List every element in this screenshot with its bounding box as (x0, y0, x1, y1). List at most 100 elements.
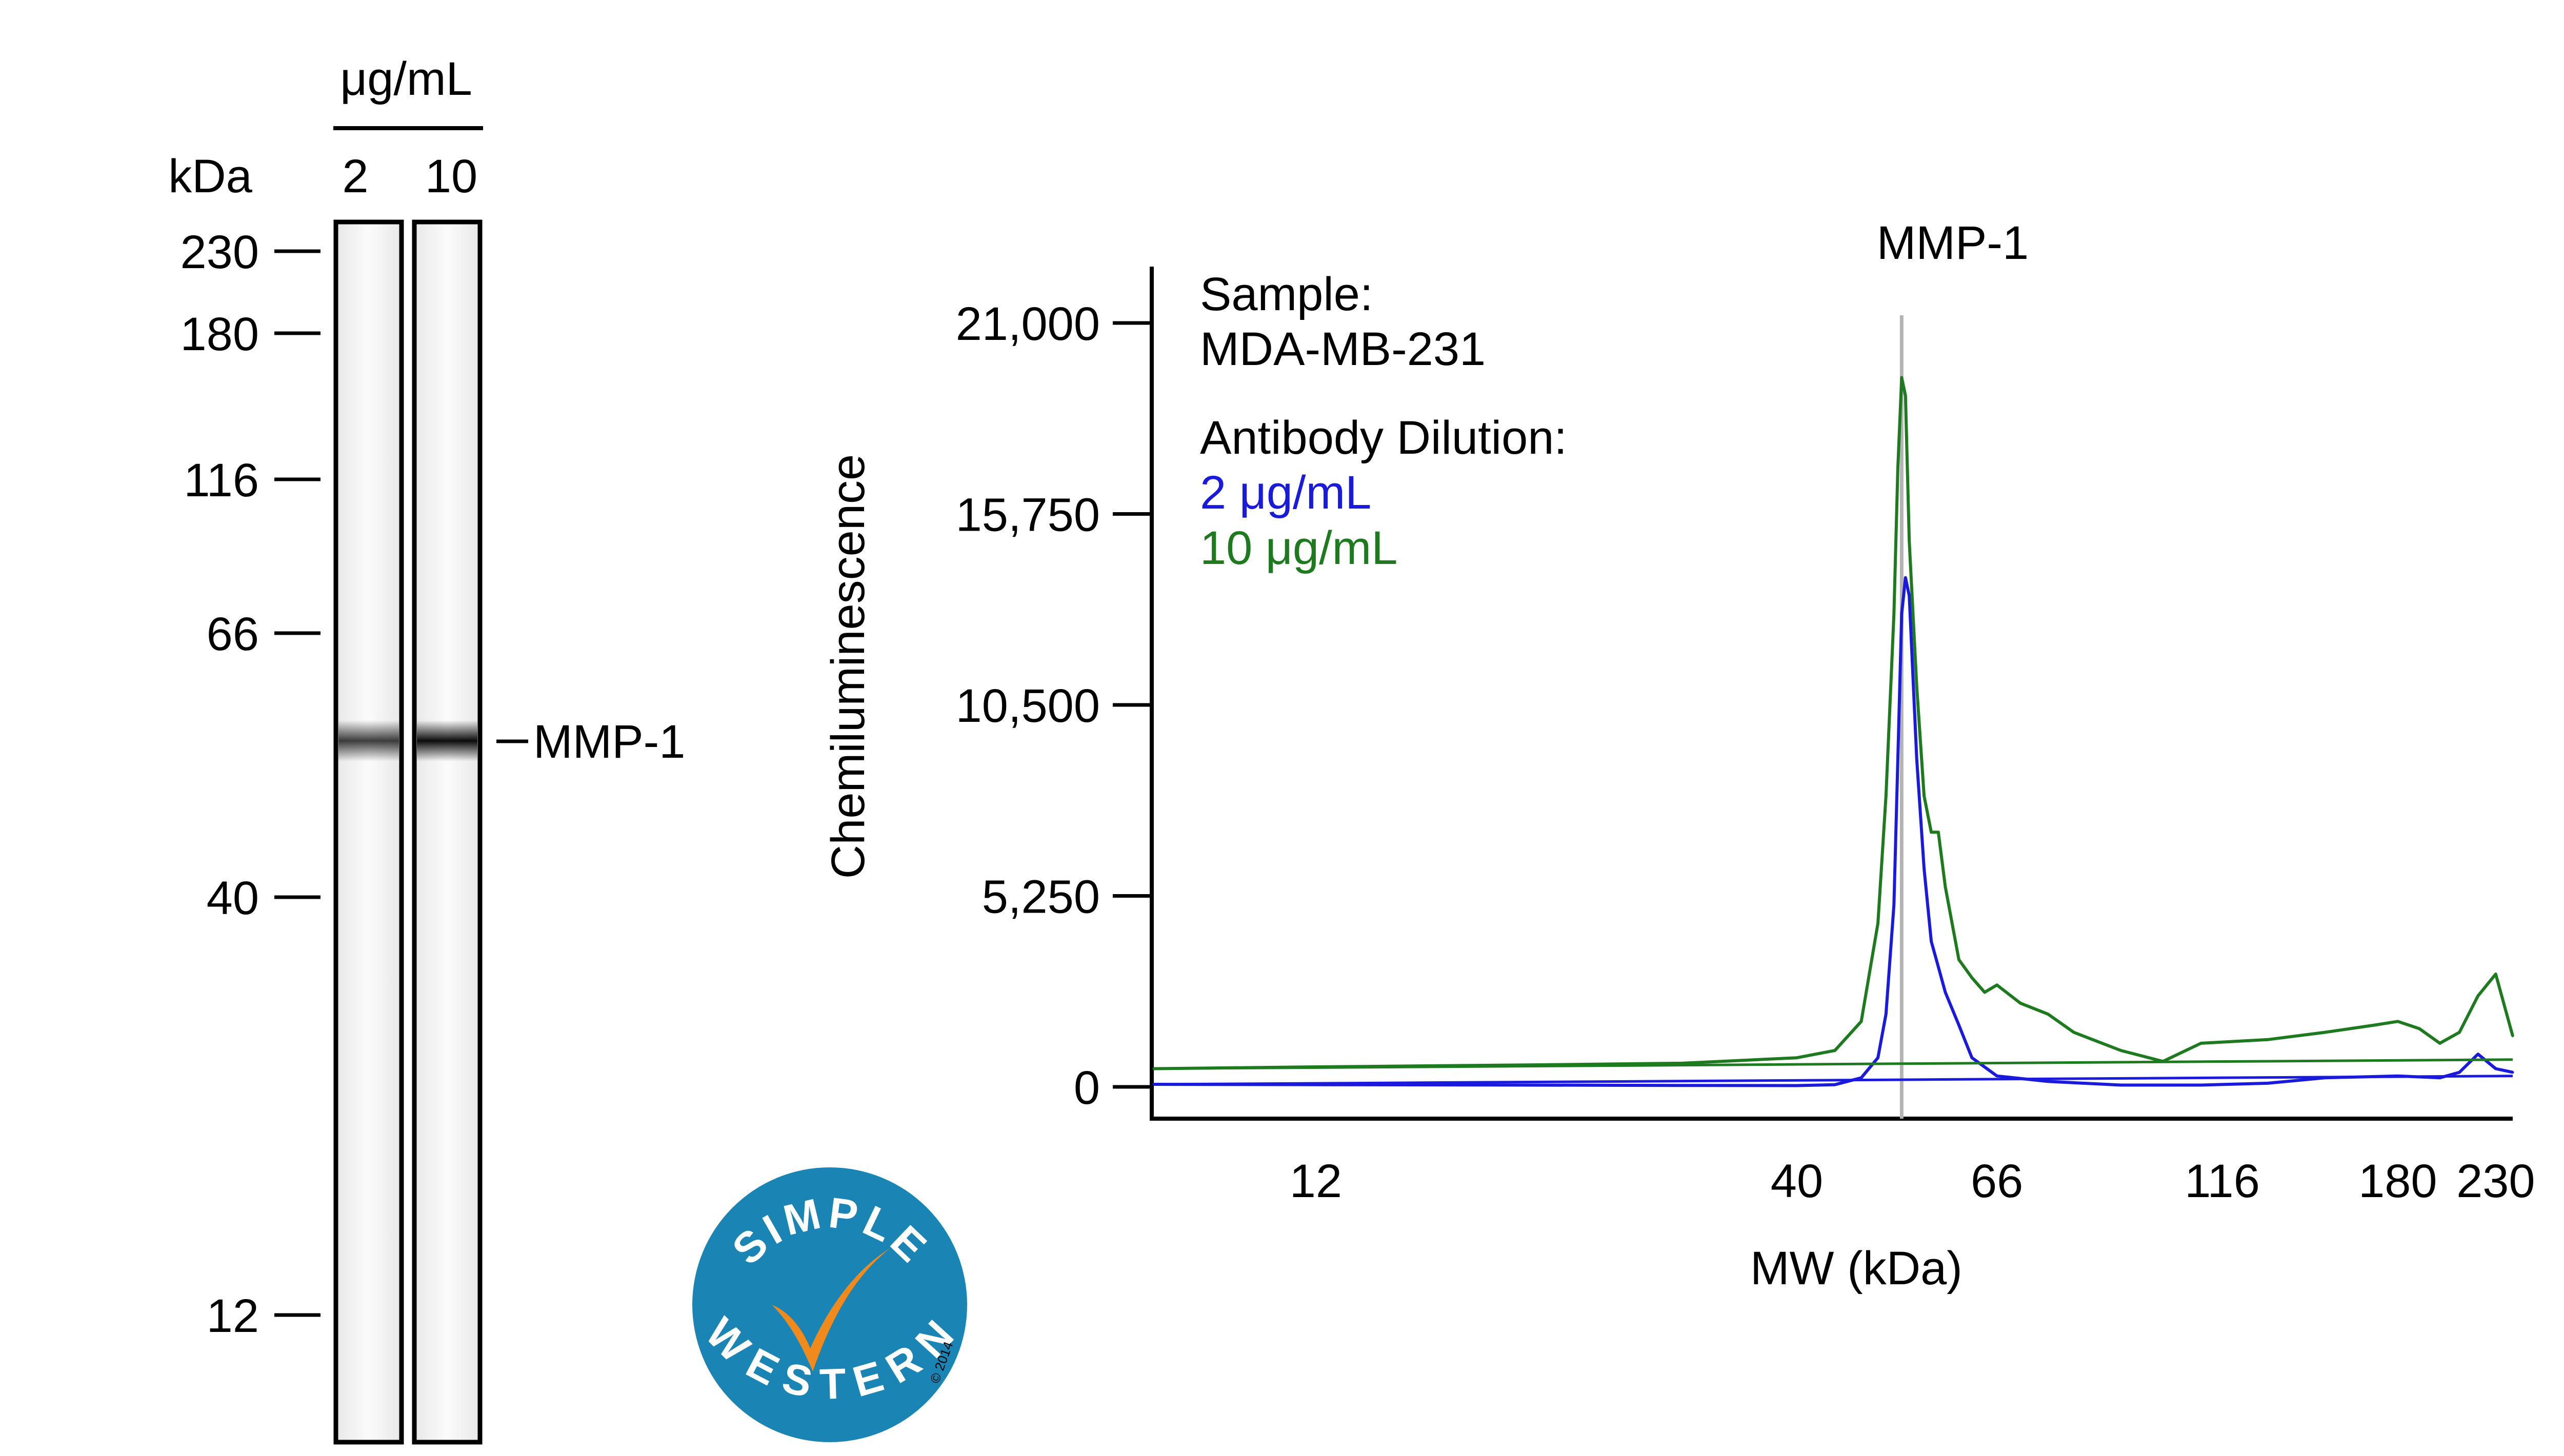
data-point-s0-12 (1904, 576, 1907, 579)
lane-label-2: 2 (342, 150, 368, 203)
marker-label-180: 180 (181, 308, 259, 360)
marker-label-230: 230 (181, 226, 259, 278)
data-point-s0-21 (1995, 1075, 1998, 1078)
data-point-s0-18 (1944, 991, 1947, 994)
data-point-s1-33 (2418, 1027, 2421, 1030)
data-point-s0-11 (1900, 613, 1903, 616)
y-tick-label-0: 0 (1074, 1062, 1100, 1114)
logo-circle (692, 1167, 967, 1442)
legend-series-10: 10 μg/mL (1200, 522, 1397, 574)
y-axis-label: Chemiluminescence (822, 454, 874, 879)
series-line-0 (1153, 576, 2513, 1087)
checkmark-icon (772, 1248, 890, 1371)
data-point-s1-36 (2476, 995, 2479, 998)
data-point-s0-7 (1876, 1056, 1879, 1059)
chart: MMP-1 0 5,250 10,500 15,750 21,000 12 40 66 116… (822, 217, 2535, 1295)
lane-2 (333, 219, 404, 1445)
data-point-s1-5 (1833, 1049, 1836, 1052)
data-point-s0-8 (1885, 1013, 1888, 1016)
data-point-s1-13 (1908, 540, 1911, 543)
data-point-s1-32 (2396, 1020, 2399, 1023)
x-tick-label-12: 12 (1290, 1155, 1342, 1207)
marker-label-12: 12 (207, 1290, 259, 1342)
data-point-s0-3 (1680, 1084, 1684, 1087)
data-point-s1-4 (1795, 1056, 1798, 1059)
data-point-s1-6 (1860, 1020, 1863, 1023)
data-point-s0-16 (1930, 940, 1933, 943)
data-point-s0-22 (2047, 1080, 2050, 1083)
data-point-s1-30 (2323, 1031, 2327, 1034)
simple-western-logo: SIMPLE WESTERN © 2014 (692, 1167, 967, 1442)
data-point-s0-23 (2119, 1083, 2122, 1086)
band-lane-2 (338, 720, 399, 761)
data-point-s0-2 (1518, 1083, 1521, 1086)
data-point-s1-7 (1876, 922, 1879, 925)
data-point-s0-20 (1970, 1056, 1973, 1059)
legend-sample-name: MDA-MB-231 (1200, 323, 1486, 375)
x-tick-label-230: 230 (2456, 1155, 2535, 1207)
data-point-s1-0 (1152, 1067, 1155, 1070)
x-tick-label-180: 180 (2358, 1155, 2437, 1207)
data-point-s1-23 (2019, 1002, 2022, 1005)
x-ticks: 12 40 66 116 180 230 (1290, 1155, 2535, 1207)
data-point-s0-13 (1908, 594, 1911, 597)
blot-panel: μg/mL kDa 2 10 230 180 116 66 40 12 MMP-1 (168, 53, 685, 1445)
data-point-s0-9 (1892, 903, 1895, 906)
data-point-s0-32 (2511, 1071, 2514, 1074)
data-point-s0-26 (2323, 1076, 2327, 1079)
data-point-s1-3 (1680, 1062, 1684, 1065)
y-ticks: 0 5,250 10,500 15,750 21,000 (956, 298, 1152, 1114)
lane-10 (412, 219, 483, 1445)
data-point-s1-28 (2199, 1042, 2202, 1045)
legend-series-2: 2 μg/mL (1200, 467, 1371, 519)
data-point-s1-18 (1944, 885, 1947, 888)
x-tick-label-116: 116 (2185, 1155, 2260, 1207)
data-point-s1-14 (1915, 685, 1918, 689)
data-point-s0-0 (1152, 1083, 1155, 1086)
data-point-s1-20 (1970, 976, 1973, 979)
y-tick-label-4: 21,000 (956, 298, 1100, 350)
data-point-s0-28 (2438, 1076, 2441, 1079)
data-point-s1-11 (1900, 376, 1903, 379)
data-point-s0-24 (2199, 1083, 2202, 1086)
chart-title: MMP-1 (1877, 217, 2029, 269)
data-point-s0-30 (2476, 1053, 2479, 1056)
data-point-s0-14 (1915, 758, 1918, 761)
data-point-s0-10 (1896, 758, 1899, 761)
data-point-s1-35 (2458, 1031, 2461, 1034)
band-lane-10 (417, 720, 477, 761)
y-tick-label-3: 15,750 (956, 489, 1100, 541)
data-point-s0-25 (2266, 1082, 2269, 1085)
data-point-s0-27 (2396, 1075, 2399, 1078)
x-tick-label-66: 66 (1971, 1155, 2023, 1207)
data-point-s1-12 (1904, 394, 1907, 397)
data-point-s1-22 (1995, 983, 1998, 986)
data-point-s0-15 (1922, 867, 1926, 870)
data-point-s1-16 (1930, 831, 1933, 834)
data-point-s1-31 (2373, 1023, 2376, 1026)
data-point-s1-15 (1922, 794, 1926, 797)
data-point-s1-24 (2047, 1013, 2050, 1016)
marker-label-66: 66 (207, 608, 259, 660)
marker-ticks: 230 180 116 66 40 12 (181, 226, 320, 1342)
data-point-s0-31 (2494, 1067, 2497, 1070)
data-point-s1-2 (1518, 1063, 1521, 1066)
band-label: MMP-1 (533, 716, 685, 768)
lane-label-10: 10 (425, 150, 477, 203)
y-tick-label-2: 10,500 (956, 680, 1100, 732)
series-baseline-0 (1153, 1075, 2513, 1086)
data-point-s1-25 (2072, 1031, 2075, 1034)
data-point-s1-37 (2494, 973, 2497, 976)
legend-sample-title: Sample: (1200, 268, 1373, 320)
kda-header: kDa (168, 150, 252, 203)
data-point-s0-19 (1957, 1023, 1960, 1026)
data-point-s1-27 (2161, 1060, 2165, 1063)
data-point-s1-10 (1896, 467, 1899, 470)
data-point-s1-8 (1885, 794, 1888, 797)
data-point-s1-9 (1892, 613, 1895, 616)
data-point-s1-38 (2511, 1035, 2514, 1038)
data-point-s0-1 (1314, 1083, 1317, 1086)
marker-label-116: 116 (184, 454, 259, 507)
data-point-s0-4 (1795, 1084, 1798, 1087)
